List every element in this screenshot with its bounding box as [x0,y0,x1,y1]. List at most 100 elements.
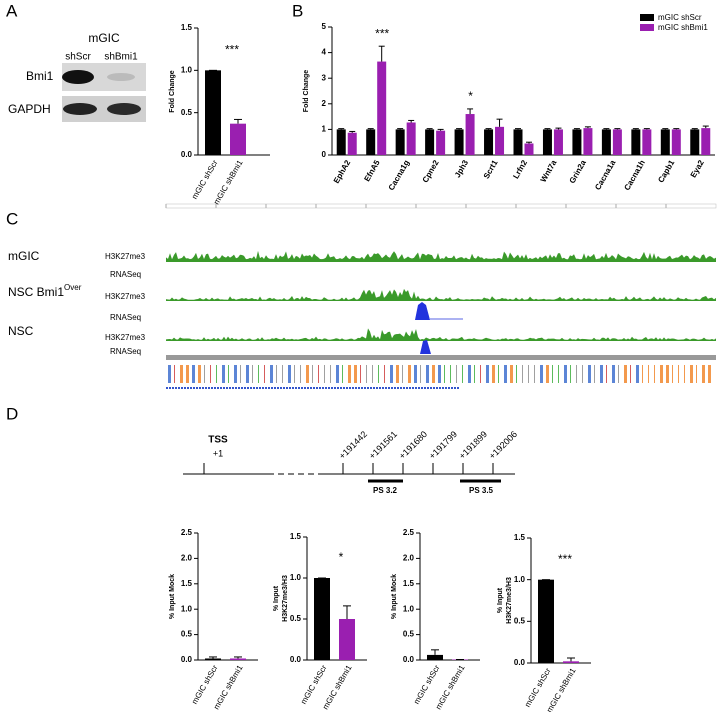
annotation-mark [258,365,259,383]
annotation-mark [534,365,535,383]
y-tick-label: 1.0 [290,573,302,582]
bar [406,122,416,155]
annotation-mark [294,365,295,383]
bar [205,658,221,660]
annotation-mark [498,365,499,383]
annotation-mark [264,365,265,383]
annotation-mark [240,365,241,383]
annotation-mark [402,365,403,383]
significance: *** [558,552,572,566]
annotation-mark [546,365,549,383]
significance: *** [375,26,389,40]
track-label: RNASeq [110,313,141,322]
annotation-mark [684,365,685,383]
y-tick-label: 4 [322,48,327,57]
x-tick-label: Wnt7a [539,158,559,184]
y-tick-label: 0.5 [403,630,415,639]
bar [601,129,611,155]
bar [314,578,330,660]
tss-label: TSS [208,435,228,446]
bar [427,654,443,660]
legend-label: mGIC shScr [658,13,702,22]
annotation-mark [486,365,489,383]
annotation-mark [672,365,673,383]
bar [425,129,435,155]
x-tick-label: Eya2 [689,158,706,179]
annotation-mark [540,365,543,383]
bar [701,128,711,155]
y-tick-label: 1.5 [403,579,415,588]
y-tick-label: 2 [322,99,327,108]
annotation-mark [678,365,679,383]
ruler [165,203,717,209]
y-axis-label-line: H3K27me3/H3 [282,575,289,622]
bar [572,129,582,155]
tss-position: +1 [213,448,223,458]
annotation-mark [312,365,313,383]
annotation-mark [516,365,517,383]
annotation-mark [636,365,639,383]
annotation-mark [390,365,393,383]
annotation-mark [552,365,553,383]
annotation-mark [642,365,643,383]
annotation-mark [522,365,523,383]
annotation-mark [438,365,441,383]
annotation-mark [228,365,229,383]
annotation-mark [324,365,325,383]
significance: *** [225,43,239,57]
annotation-mark [564,365,567,383]
annotation-mark [450,365,451,383]
bar [583,128,593,155]
position-label: +192006 [487,429,519,461]
legend-swatch [640,24,654,31]
annotation-mark [462,365,463,383]
bar [553,129,563,155]
primer-label: PS 3.5 [469,486,494,495]
x-tick-label: Lrfn2 [511,158,529,180]
x-tick-label: Cacna1g [387,158,412,191]
y-tick-label: 0.0 [181,655,193,664]
annotation-mark [276,365,277,383]
annotation-mark [318,365,319,383]
x-tick-label: EfnA5 [362,158,382,183]
annotation-mark [198,365,201,383]
annotation-mark [480,365,481,383]
annotation-mark [330,365,331,383]
annotation-mark [666,365,669,383]
annotation-mark [624,365,627,383]
annotation-mark [456,365,457,383]
sample-label: mGIC [8,249,40,263]
track-label: RNASeq [110,270,141,279]
annotation-mark [504,365,507,383]
x-tick-label: Scrt1 [482,158,500,180]
annotation-mark [306,365,309,383]
y-tick-label: 1.5 [514,533,526,542]
x-tick-label: Jph3 [453,158,470,179]
y-tick-label: 0.5 [290,614,302,623]
y-axis-label: % Input H3K27me3/H3 [273,575,289,622]
bar [612,129,622,155]
annotation-mark [210,365,211,383]
track-label: H3K27me3 [105,333,146,342]
annotation-mark [474,365,475,383]
track-label: RNASeq [110,347,141,356]
y-tick-label: 0.0 [290,655,302,664]
y-tick-label: 5 [322,22,327,31]
bar [230,658,246,660]
y-tick-label: 0 [322,150,327,159]
panel-letter: A [6,1,18,20]
annotation-mark [426,365,429,383]
blot-lane: shScr [65,52,91,63]
y-tick-label: 0.0 [514,658,526,667]
y-tick-label: 1.0 [181,604,193,613]
annotation-mark [288,365,291,383]
y-axis-label: % Input Mock [391,574,398,619]
y-tick-label: 2.5 [181,528,193,537]
legend-label: mGIC shBmi1 [658,23,708,32]
annotation-mark [618,365,619,383]
significance: * [339,550,344,564]
annotation-mark [204,365,205,383]
y-axis-label-line: % Input Mock [391,574,398,619]
bar [395,129,405,155]
annotation-mark [378,365,379,383]
